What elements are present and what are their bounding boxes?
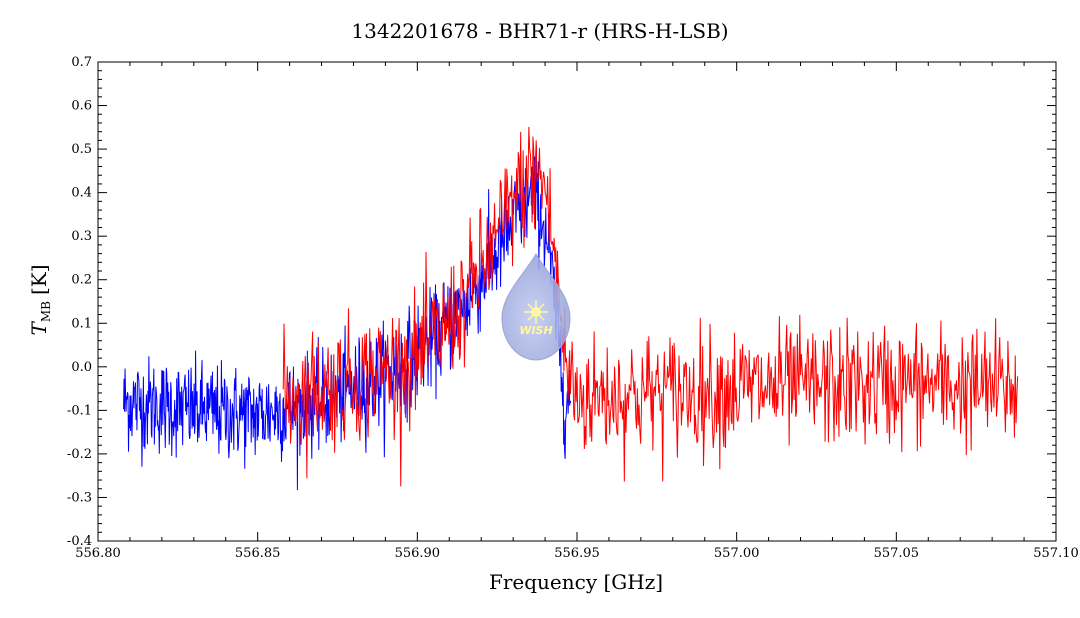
series-line-red (282, 126, 1019, 487)
x-axis-title: Frequency [GHz] (489, 570, 663, 594)
series-layer (123, 126, 1019, 490)
x-tick-label: 557.00 (714, 546, 760, 561)
x-tick-label: 556.80 (75, 546, 121, 561)
y-tick-label: -0.3 (67, 490, 92, 505)
y-axis-title-unit: [K] (27, 265, 51, 296)
y-axis-title-sub: MB (39, 301, 53, 322)
y-tick-label: 0.5 (71, 142, 92, 157)
series-line-blue (123, 145, 572, 490)
y-tick-label: 0.4 (71, 186, 92, 201)
y-axis-title-main: T (27, 321, 51, 336)
x-tick-label: 556.85 (235, 546, 281, 561)
chart-title: 1342201678 - BHR71-r (HRS-H-LSB) (351, 19, 728, 43)
plot-frame (97, 61, 1057, 542)
svg-text:TMB[K]: TMB [K] (27, 265, 53, 336)
logo-text: WISH (519, 324, 552, 337)
y-tick-label: 0.6 (71, 99, 92, 114)
ticks-layer: 556.80 556.85 556.90 556.95 557.00 557.05 557.… (67, 55, 1079, 561)
y-tick-label: -0.4 (67, 534, 92, 549)
x-tick-label: 556.95 (554, 546, 600, 561)
y-tick-label: 0.1 (71, 316, 92, 331)
y-tick-label: -0.1 (67, 403, 92, 418)
x-tick-label: 556.90 (395, 546, 441, 561)
y-tick-label: 0.3 (71, 229, 92, 244)
x-tick-label: 557.10 (1033, 546, 1079, 561)
y-tick-label: 0.7 (71, 55, 92, 70)
y-tick-label: 0.2 (71, 273, 92, 288)
wish-logo: WISH (501, 252, 571, 361)
y-tick-label: -0.2 (67, 447, 92, 462)
x-tick-label: 557.05 (874, 546, 920, 561)
y-axis-title: TMB [K] (27, 265, 53, 336)
y-tick-label: 0.0 (71, 360, 92, 375)
